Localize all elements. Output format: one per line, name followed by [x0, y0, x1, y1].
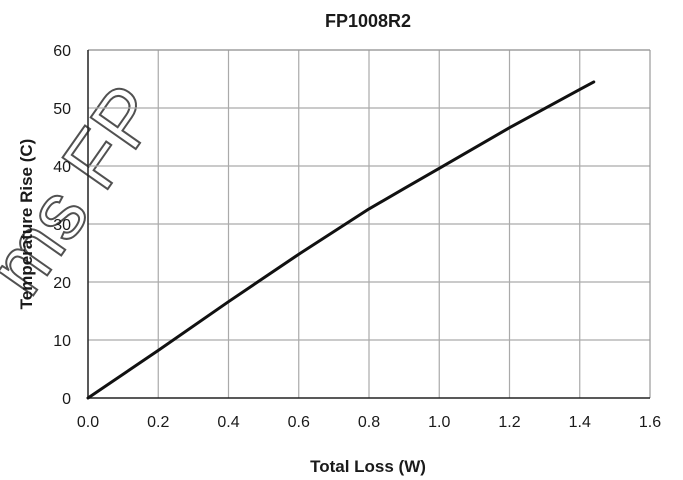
y-tick-label: 10 [53, 333, 71, 350]
y-tick-label: 50 [53, 101, 71, 118]
x-axis-label: Total Loss (W) [310, 457, 426, 476]
x-tick-label: 0.6 [288, 414, 310, 431]
series-line [86, 80, 596, 400]
x-tick-label: 0.8 [358, 414, 380, 431]
x-tick-label: 0.4 [217, 414, 239, 431]
y-tick-label: 40 [53, 159, 71, 176]
x-tick-label: 1.2 [498, 414, 520, 431]
y-tick-label: 0 [62, 391, 71, 408]
x-tick-label: 1.0 [428, 414, 450, 431]
x-tick-labels: 0.0 0.2 0.4 0.6 0.8 1.0 1.2 1.4 1.6 [77, 414, 661, 431]
y-tick-label: 20 [53, 275, 71, 292]
grid [88, 49, 650, 398]
y-tick-label: 30 [53, 217, 71, 234]
x-tick-label: 0.2 [147, 414, 169, 431]
series-layer [86, 80, 596, 400]
y-tick-label: 60 [53, 43, 71, 60]
plot-frame [87, 49, 651, 399]
x-tick-label: 1.6 [639, 414, 661, 431]
x-tick-label: 0.0 [77, 414, 99, 431]
y-tick-labels: 0 10 20 30 40 50 60 [53, 43, 71, 408]
x-tick-label: 1.4 [569, 414, 591, 431]
y-axis-label: Temperature Rise (C) [17, 139, 36, 310]
chart-title: FP1008R2 [325, 11, 411, 31]
